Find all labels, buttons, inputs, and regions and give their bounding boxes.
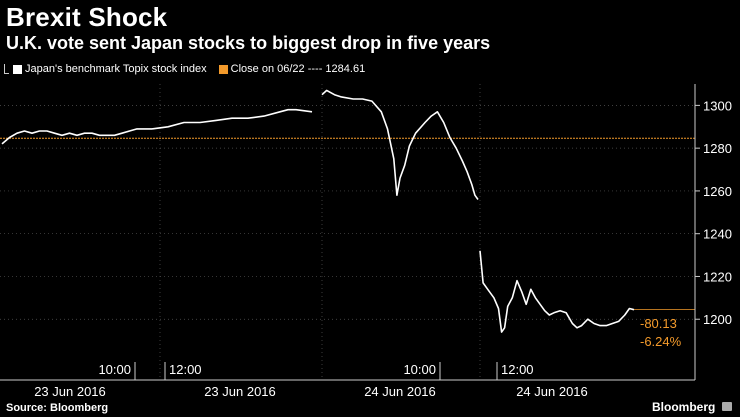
change-points-label: -80.13 <box>640 316 677 331</box>
source-note: Source: Bloomberg <box>6 402 109 414</box>
x-date-label: 24 Jun 2016 <box>516 384 588 399</box>
y-tick-label: 1280 <box>703 141 732 156</box>
x-time-label: 10:00 <box>98 362 131 377</box>
gridlines <box>0 84 695 380</box>
legend: Japan's benchmark Topix stock index Clos… <box>4 63 365 75</box>
legend-swatch-reference <box>218 64 228 74</box>
series-line-segment <box>479 250 635 333</box>
x-time-label: 12:00 <box>501 362 534 377</box>
y-tick-label: 1260 <box>703 184 732 199</box>
change-pct-label: -6.24% <box>640 334 682 349</box>
y-tick-label: 1240 <box>703 227 732 242</box>
legend-reference-label: Close on 06/22 ---- 1284.61 <box>230 63 366 75</box>
x-time-label: 10:00 <box>403 362 436 377</box>
brand-logo-text: Bloomberg <box>652 400 716 414</box>
series-lines <box>1 89 635 333</box>
series-line-segment <box>1 128 152 145</box>
legend-series-label: Japan's benchmark Topix stock index <box>25 63 207 75</box>
x-date-label: 23 Jun 2016 <box>34 384 106 399</box>
bloomberg-logo-icon <box>722 402 732 411</box>
y-tick-label: 1300 <box>703 98 732 113</box>
chart-subtitle: U.K. vote sent Japan stocks to biggest d… <box>6 33 491 53</box>
axes: 1200 1220 1240 1260 1280 1300 10:00 12:00 10:00 1… <box>0 84 732 399</box>
reference-line-group <box>0 137 695 311</box>
x-date-label: 23 Jun 2016 <box>204 384 276 399</box>
series-line-segment <box>151 108 313 130</box>
legend-marker-icon <box>4 64 9 74</box>
x-date-label: 24 Jun 2016 <box>364 384 436 399</box>
annotations: -80.13 -6.24% <box>640 316 682 349</box>
x-time-label: 12:00 <box>169 362 202 377</box>
y-tick-label: 1220 <box>703 269 732 284</box>
series-line-segment <box>321 89 479 200</box>
legend-swatch-series <box>13 64 22 74</box>
y-tick-label: 1200 <box>703 312 732 327</box>
chart-title: Brexit Shock <box>6 2 168 32</box>
